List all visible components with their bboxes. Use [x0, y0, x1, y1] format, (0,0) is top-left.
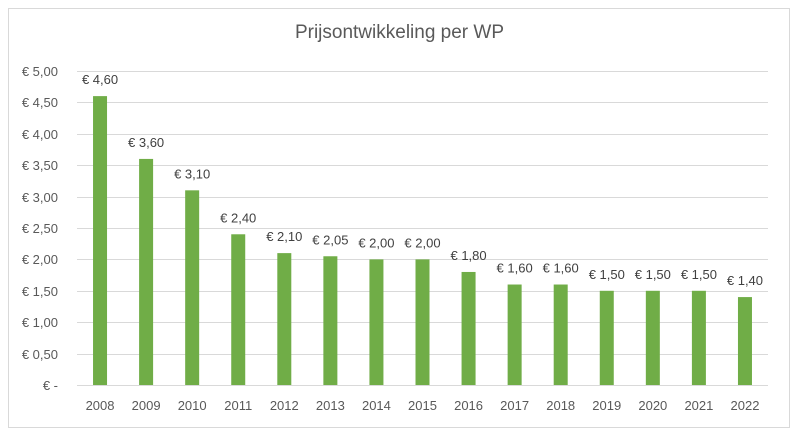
- data-label-2012: € 2,10: [266, 229, 302, 244]
- data-label-2016: € 1,80: [450, 248, 486, 263]
- x-tick-label: 2018: [546, 398, 575, 413]
- x-tick-label: 2009: [132, 398, 161, 413]
- data-label-2014: € 2,00: [358, 235, 394, 250]
- bar-2019: [599, 290, 614, 385]
- x-tick-label: 2019: [592, 398, 621, 413]
- data-label-2011: € 2,40: [220, 210, 256, 225]
- y-tick-label: € 2,50: [22, 221, 58, 236]
- x-tick-label: 2014: [362, 398, 391, 413]
- x-tick-label: 2012: [270, 398, 299, 413]
- bar-2009: [139, 158, 154, 385]
- data-label-2020: € 1,50: [635, 267, 671, 282]
- y-tick-label: € 0,50: [22, 347, 58, 362]
- bar-2013: [323, 256, 338, 385]
- x-tick-label: 2010: [178, 398, 207, 413]
- y-tick-label: € 2,00: [22, 252, 58, 267]
- data-label-2019: € 1,50: [589, 267, 625, 282]
- bar-2016: [461, 271, 476, 385]
- x-tick-label: 2015: [408, 398, 437, 413]
- bar-2022: [737, 297, 752, 385]
- x-tick-label: 2013: [316, 398, 345, 413]
- y-tick-label: € 4,50: [22, 95, 58, 110]
- y-tick-label: € 3,00: [22, 190, 58, 205]
- data-label-2022: € 1,40: [727, 273, 763, 288]
- y-tick-label: € -: [43, 378, 58, 393]
- data-label-2013: € 2,05: [312, 232, 348, 247]
- x-tick-label: 2022: [731, 398, 760, 413]
- x-tick-label: 2016: [454, 398, 483, 413]
- data-label-2010: € 3,10: [174, 166, 210, 181]
- y-tick-label: € 3,50: [22, 158, 58, 173]
- chart-frame: [8, 8, 790, 428]
- data-label-2018: € 1,60: [543, 261, 579, 276]
- chart-title: Prijsontwikkeling per WP: [294, 22, 505, 43]
- bar-2010: [185, 190, 200, 385]
- data-label-2017: € 1,60: [497, 261, 533, 276]
- x-tick-label: 2011: [224, 398, 252, 413]
- data-label-2021: € 1,50: [681, 267, 717, 282]
- y-tick-label: € 1,00: [22, 315, 58, 330]
- data-label-2008: € 4,60: [82, 72, 118, 87]
- x-tick-label: 2020: [638, 398, 667, 413]
- bar-2012: [277, 253, 292, 385]
- bar-2020: [645, 290, 660, 385]
- data-label-2009: € 3,60: [128, 135, 164, 150]
- y-tick-label: € 1,50: [22, 284, 58, 299]
- bar-2011: [231, 234, 246, 385]
- y-tick-label: € 4,00: [22, 127, 58, 142]
- bar-2015: [415, 259, 430, 385]
- bar-2014: [369, 259, 384, 385]
- x-tick-label: 2008: [86, 398, 115, 413]
- x-tick-label: 2017: [500, 398, 529, 413]
- bar-2017: [507, 284, 522, 385]
- y-tick-label: € 5,00: [22, 64, 58, 79]
- bar-2021: [691, 290, 706, 385]
- data-label-2015: € 2,00: [404, 235, 440, 250]
- bar-2008: [93, 96, 108, 386]
- x-tick-label: 2021: [684, 398, 713, 413]
- bar-2018: [553, 284, 568, 385]
